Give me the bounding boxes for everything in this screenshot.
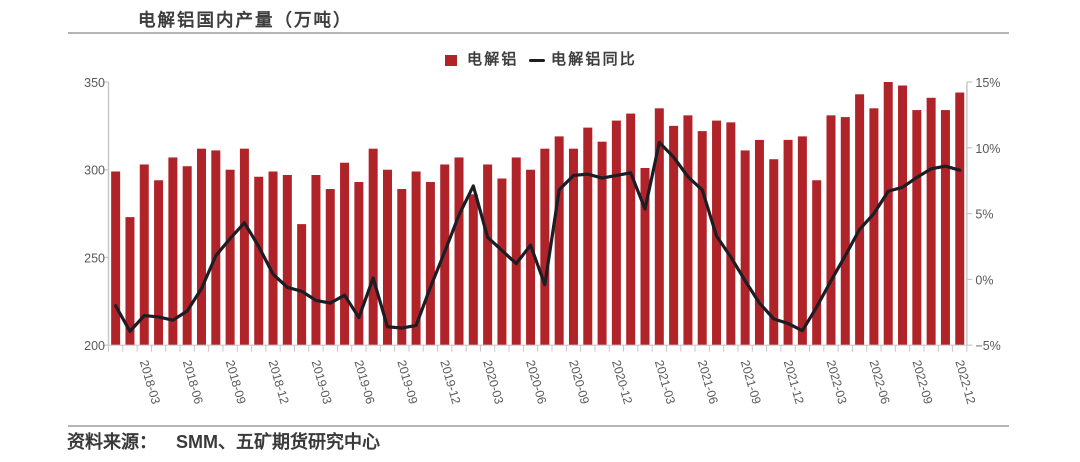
svg-text:2020-06: 2020-06 — [523, 358, 549, 405]
svg-text:5%: 5% — [975, 208, 993, 222]
svg-text:10%: 10% — [975, 142, 1000, 156]
svg-text:2018-09: 2018-09 — [223, 358, 249, 405]
svg-text:2021-06: 2021-06 — [695, 358, 721, 405]
svg-text:0%: 0% — [975, 273, 993, 287]
svg-text:2019-09: 2019-09 — [394, 358, 420, 405]
svg-text:−5%: −5% — [975, 339, 1000, 353]
svg-text:2020-12: 2020-12 — [609, 358, 635, 405]
svg-text:2020-03: 2020-03 — [480, 358, 506, 405]
svg-text:2021-09: 2021-09 — [738, 358, 764, 405]
svg-text:2022-06: 2022-06 — [867, 358, 893, 405]
svg-text:2022-03: 2022-03 — [824, 358, 850, 405]
svg-text:2018-03: 2018-03 — [137, 358, 163, 405]
svg-text:2020-09: 2020-09 — [566, 358, 592, 405]
svg-text:2021-12: 2021-12 — [781, 358, 807, 405]
svg-text:300: 300 — [84, 164, 105, 178]
svg-text:15%: 15% — [975, 76, 1000, 90]
svg-text:2019-06: 2019-06 — [351, 358, 377, 405]
svg-text:2021-03: 2021-03 — [652, 358, 678, 405]
svg-text:250: 250 — [84, 251, 105, 265]
svg-text:2022-09: 2022-09 — [909, 358, 935, 405]
svg-text:2022-12: 2022-12 — [952, 358, 978, 405]
svg-text:2019-03: 2019-03 — [309, 358, 335, 405]
svg-text:200: 200 — [84, 339, 105, 353]
svg-text:2018-12: 2018-12 — [266, 358, 292, 405]
svg-text:2019-12: 2019-12 — [437, 358, 463, 405]
svg-text:350: 350 — [84, 76, 105, 90]
svg-text:2018-06: 2018-06 — [180, 358, 206, 405]
